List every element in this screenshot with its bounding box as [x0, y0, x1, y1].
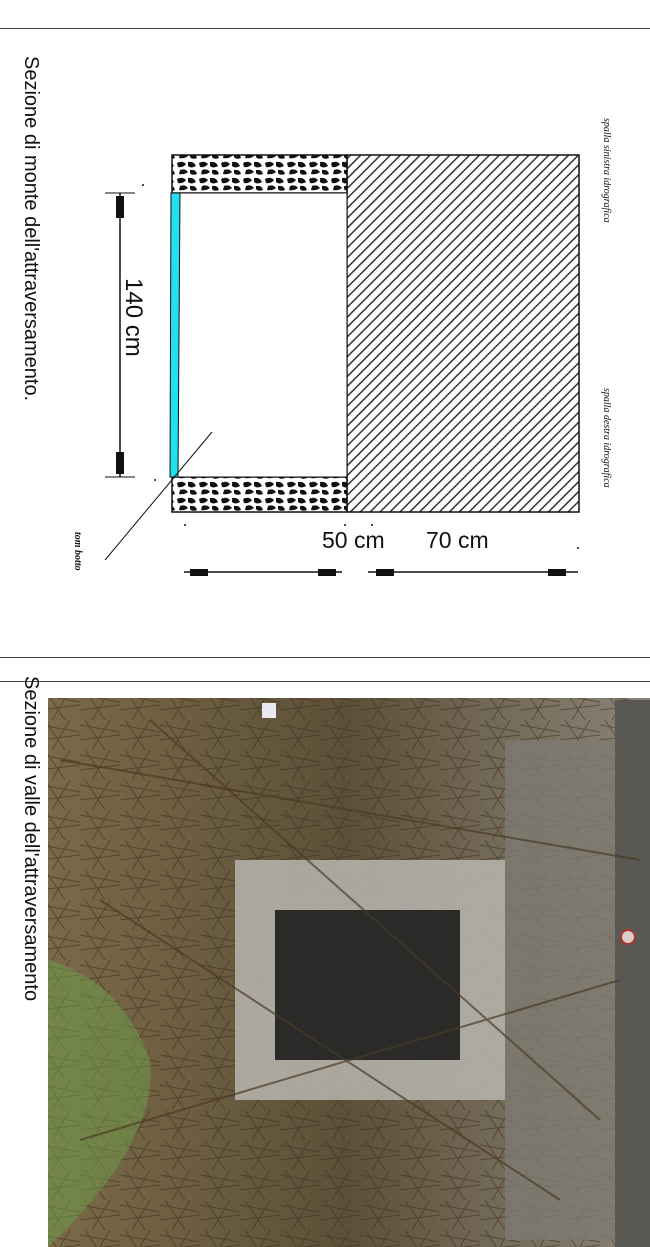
- rubble-abutment-bottom: [171, 476, 348, 513]
- cross-section-drawing: [104, 154, 580, 576]
- upstream-caption: Sezione di monte dell'attraversamento.: [20, 56, 42, 402]
- dim-140-label: 140 cm: [120, 278, 147, 357]
- dim-50-label: 50 cm: [322, 527, 385, 553]
- mid-separator-2: [0, 681, 650, 682]
- rubble-abutment-top: [171, 154, 348, 194]
- torrent-leader-line: [104, 431, 213, 561]
- hatched-wall: [346, 154, 580, 513]
- mid-separator-1: [0, 657, 650, 658]
- culvert-opening: [171, 192, 348, 478]
- torrent-label: tom botto: [72, 532, 83, 571]
- downstream-caption: Sezione di valle dell'attraversamento: [20, 676, 42, 1002]
- top-separator: [0, 28, 650, 29]
- left-bank-label: spalla sinistra idrografica: [601, 118, 612, 223]
- dim-70-label: 70 cm: [426, 527, 489, 553]
- water-level: [169, 192, 181, 478]
- right-bank-label: spalla destra idrografica: [601, 388, 612, 488]
